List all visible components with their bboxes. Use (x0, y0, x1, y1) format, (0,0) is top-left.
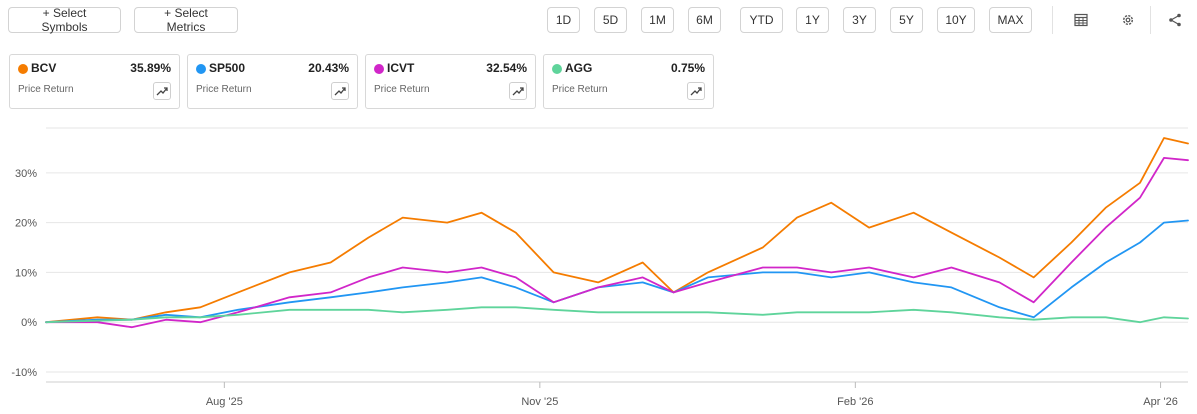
series-line-agg (45, 306, 1189, 324)
range-ytd-button[interactable]: YTD (740, 7, 783, 33)
share-icon[interactable] (1162, 6, 1188, 34)
series-color-dot (18, 64, 28, 74)
series-line-sp500 (45, 219, 1189, 324)
performance-chart: -10% 0% 10% 20% 30% Aug '25 Nov '25 Feb '26 Apr … (11, 127, 1189, 408)
series-color-dot (374, 64, 384, 74)
trend-icon[interactable] (331, 82, 349, 100)
range-1m-button[interactable]: 1M (641, 7, 674, 33)
x-tick-label: Apr '26 (1143, 396, 1178, 408)
card-metric-label: Price Return (374, 84, 430, 95)
x-tick-label: Feb '26 (837, 396, 873, 408)
settings-icon[interactable] (1115, 6, 1141, 34)
card-metric-label: Price Return (196, 84, 252, 95)
card-symbol: AGG (565, 61, 593, 75)
select-symbols-button[interactable]: + Select Symbols (8, 6, 121, 34)
symbol-card-agg[interactable]: AGG 0.75% Price Return (543, 54, 714, 109)
card-metric-label: Price Return (18, 84, 74, 95)
card-return-value: 20.43% (308, 61, 349, 75)
trend-icon[interactable] (687, 82, 705, 100)
range-1y-button[interactable]: 1Y (796, 7, 829, 33)
card-symbol: ICVT (387, 61, 415, 75)
range-10y-button[interactable]: 10Y (937, 7, 975, 33)
toolbar-divider (1052, 6, 1053, 34)
range-5y-button[interactable]: 5Y (890, 7, 923, 33)
card-return-value: 0.75% (670, 61, 705, 75)
select-metrics-button[interactable]: + Select Metrics (134, 6, 238, 34)
x-tick-label: Nov '25 (521, 396, 558, 408)
x-tick-label: Aug '25 (206, 396, 243, 408)
series-line-icvt (45, 157, 1189, 329)
symbol-card-sp500[interactable]: SP500 20.43% Price Return (187, 54, 358, 109)
symbol-card-bcv[interactable]: BCV 35.89% Price Return (9, 54, 180, 109)
trend-icon[interactable] (509, 82, 527, 100)
toolbar-divider (1150, 6, 1151, 34)
card-return-value: 35.89% (130, 61, 171, 75)
range-5d-button[interactable]: 5D (594, 7, 627, 33)
trend-icon[interactable] (153, 82, 171, 100)
y-tick-label: 10% (15, 267, 37, 279)
y-tick-label: 30% (15, 168, 37, 180)
symbol-card-icvt[interactable]: ICVT 32.54% Price Return (365, 54, 536, 109)
y-tick-label: -10% (11, 367, 37, 379)
table-icon[interactable] (1068, 6, 1094, 34)
y-tick-label: 20% (15, 218, 37, 230)
range-max-button[interactable]: MAX (989, 7, 1032, 33)
card-symbol: SP500 (209, 61, 246, 75)
card-return-value: 32.54% (486, 61, 527, 75)
card-symbol: BCV (31, 61, 57, 75)
card-metric-label: Price Return (552, 84, 608, 95)
range-1d-button[interactable]: 1D (547, 7, 580, 33)
series-color-dot (552, 64, 562, 74)
series-line-bcv (45, 137, 1189, 324)
series-color-dot (196, 64, 206, 74)
y-tick-label: 0% (21, 317, 37, 329)
range-3y-button[interactable]: 3Y (843, 7, 876, 33)
range-6m-button[interactable]: 6M (688, 7, 721, 33)
